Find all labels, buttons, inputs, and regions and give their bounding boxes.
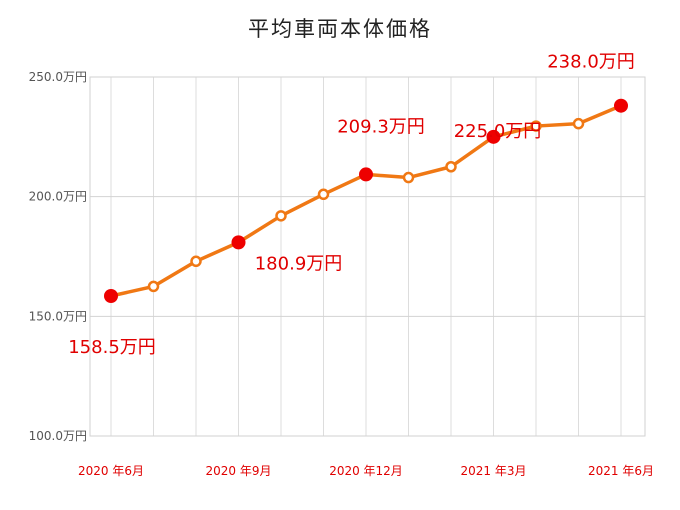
data-point <box>275 210 287 222</box>
x-tick-label: 2020 年6月 <box>78 464 144 478</box>
data-label: 158.5万円 <box>68 337 156 358</box>
plot-area <box>89 76 646 437</box>
data-point <box>147 280 160 293</box>
y-axis: 100.0万円 150.0万円 200.0万円 250.0万円 <box>29 70 87 443</box>
data-label: 180.9万円 <box>255 253 343 274</box>
plot-border <box>89 76 646 437</box>
data-point <box>572 117 585 130</box>
y-tick-label: 100.0万円 <box>29 429 87 443</box>
highlighted-point <box>359 167 373 182</box>
data-point <box>190 255 202 268</box>
data-point <box>317 188 330 201</box>
data-point <box>445 161 457 173</box>
y-tick-label: 250.0万円 <box>29 70 87 84</box>
highlighted-point <box>614 98 628 113</box>
y-tick-label: 150.0万円 <box>29 309 87 323</box>
x-axis: 2020 年6月 2020 年9月 2020 年12月 2021 年3月 2021 年6… <box>78 464 654 478</box>
chart-title: 平均車両本体価格 <box>248 17 432 41</box>
highlighted-point <box>104 288 118 303</box>
data-label: 225.0万円 <box>454 121 542 142</box>
x-tick-label: 2021 年6月 <box>588 464 654 478</box>
data-point <box>530 120 542 132</box>
x-tick-label: 2020 年9月 <box>206 464 272 478</box>
x-tick-label: 2020 年12月 <box>329 464 403 478</box>
data-label: 209.3万円 <box>337 116 425 137</box>
data-point <box>402 171 415 184</box>
highlighted-point <box>486 129 501 144</box>
x-tick-label: 2021 年3月 <box>461 464 527 478</box>
data-label: 238.0万円 <box>547 52 635 73</box>
highlighted-point <box>231 235 246 250</box>
data-labels: 158.5万円 180.9万円 209.3万円 225.0万円 238.0万円 <box>68 52 635 358</box>
y-tick-label: 200.0万円 <box>29 190 87 204</box>
series-line <box>104 98 628 303</box>
